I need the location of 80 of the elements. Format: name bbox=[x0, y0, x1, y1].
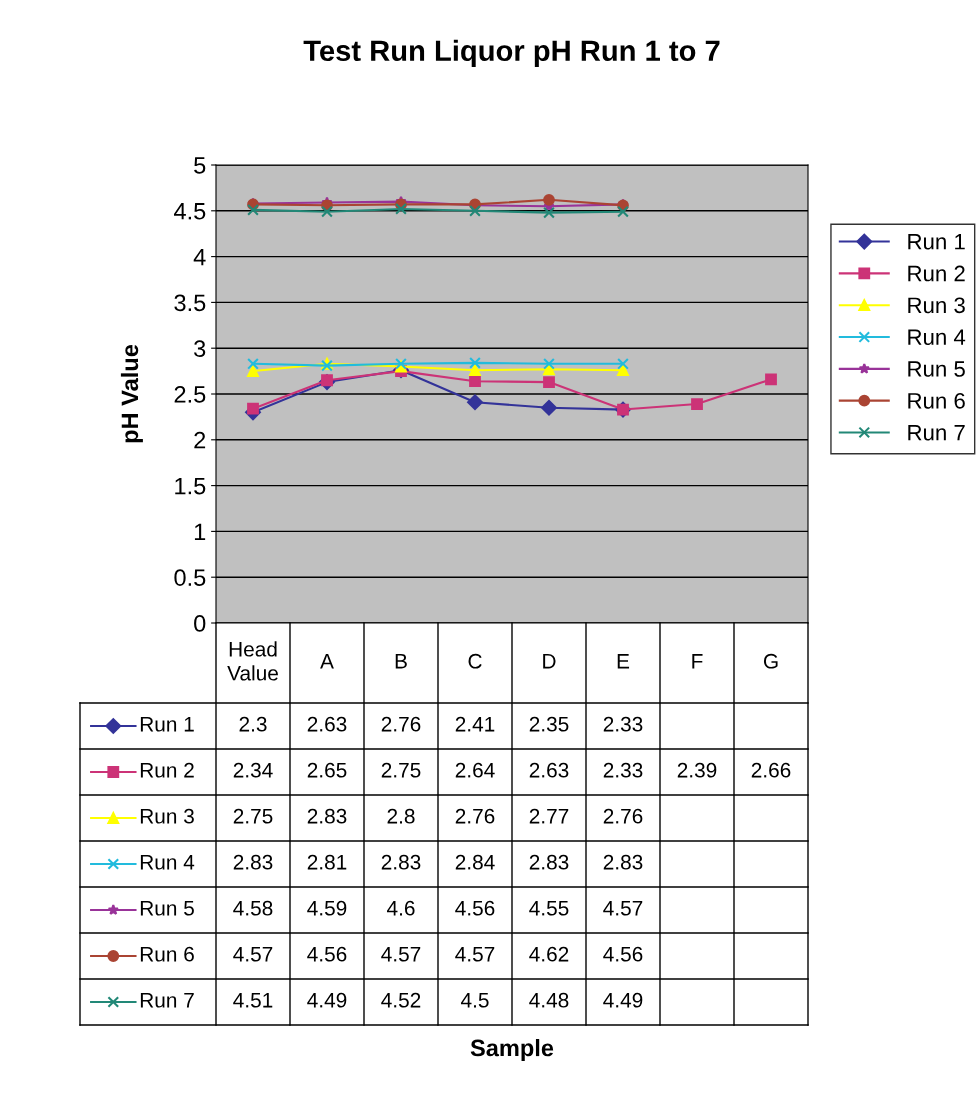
text: Run 4 bbox=[140, 855, 195, 870]
data-label: 4.48 bbox=[529, 992, 569, 1008]
data-label: 4.57 bbox=[455, 947, 495, 962]
y-tick-label: 5 bbox=[194, 157, 206, 174]
data-label: 2.84 bbox=[455, 854, 495, 870]
legend-label: Run 6 bbox=[908, 392, 965, 409]
legend-label: Run 2 bbox=[908, 265, 965, 282]
data-label: 2.83 bbox=[307, 808, 347, 824]
y-tick-label: 2.5 bbox=[174, 386, 206, 403]
data-label: 4.51 bbox=[233, 993, 273, 1008]
data-label: 2.83 bbox=[603, 854, 643, 870]
data-label: 2.64 bbox=[455, 762, 495, 778]
y-tick-label: 1.5 bbox=[175, 477, 206, 495]
legend-label: Run 3 bbox=[908, 297, 965, 314]
data-label: 2.83 bbox=[233, 854, 273, 870]
data-label: 2.3 bbox=[239, 716, 267, 732]
x-tick-label: C bbox=[468, 653, 482, 669]
data-label: 2.41 bbox=[455, 716, 495, 732]
text: Run 7 bbox=[140, 993, 194, 1008]
data-label: 2.33 bbox=[603, 716, 643, 732]
data-label: 2.34 bbox=[233, 762, 273, 778]
data-label: 2.8 bbox=[387, 808, 415, 824]
data-label: 4.57 bbox=[233, 947, 273, 962]
data-label: 2.81 bbox=[307, 854, 347, 870]
data-label: 4.55 bbox=[529, 901, 569, 916]
x-tick-label: E bbox=[617, 654, 630, 669]
x-tick-label: B bbox=[395, 654, 407, 669]
data-label: 4.62 bbox=[529, 946, 569, 962]
x-tick-label: F bbox=[692, 654, 703, 669]
text: Run 2 bbox=[140, 762, 194, 778]
y-tick-label: 1 bbox=[194, 523, 206, 540]
y-tick-label: 3.5 bbox=[174, 294, 206, 312]
chart-title: Test Run Liquor pH Run 1 to 7 bbox=[303, 39, 720, 67]
y-tick-label: 4 bbox=[193, 248, 206, 266]
data-label: 4.59 bbox=[307, 900, 347, 916]
data-label: 2.76 bbox=[381, 716, 421, 732]
data-label: 4.49 bbox=[307, 992, 347, 1008]
data-label: 4.49 bbox=[603, 992, 643, 1008]
data-label: 2.39 bbox=[677, 762, 717, 778]
legend-label: Run 4 bbox=[908, 329, 966, 346]
data-label: 2.83 bbox=[381, 854, 421, 870]
y-tick-label: 4.5 bbox=[174, 203, 206, 220]
data-label: 2.65 bbox=[307, 762, 347, 778]
data-label: 2.76 bbox=[603, 808, 643, 824]
data-label: 2.63 bbox=[529, 762, 569, 778]
data-label: 2.35 bbox=[529, 716, 569, 732]
text: Run 1 bbox=[140, 717, 194, 732]
y-tick-label: 0 bbox=[194, 615, 206, 632]
data-label: 2.63 bbox=[307, 716, 347, 732]
data-label: 4.56 bbox=[455, 900, 495, 916]
y-tick-label: 3 bbox=[194, 340, 206, 357]
text: Run 6 bbox=[140, 946, 194, 962]
data-label: 2.76 bbox=[455, 808, 495, 824]
legend-label: Run 1 bbox=[908, 234, 965, 250]
y-tick-label: 0.5 bbox=[174, 569, 206, 586]
text: Run 3 bbox=[140, 808, 194, 824]
data-label: 4.57 bbox=[603, 901, 643, 916]
x-tick-label: Head Value bbox=[227, 641, 278, 681]
text: Run 5 bbox=[140, 901, 194, 916]
data-label: 2.75 bbox=[381, 762, 421, 778]
data-label: 4.6 bbox=[387, 900, 415, 916]
data-label: 2.77 bbox=[529, 808, 569, 824]
data-label: 4.52 bbox=[381, 992, 421, 1008]
data-label: 4.5 bbox=[461, 993, 489, 1008]
y-axis-title: pH Value bbox=[120, 344, 143, 443]
data-label: 2.66 bbox=[751, 762, 791, 778]
data-label: 2.83 bbox=[529, 854, 569, 870]
data-label: 4.57 bbox=[381, 947, 421, 962]
data-label: 4.56 bbox=[603, 946, 643, 962]
data-label: 4.56 bbox=[307, 946, 347, 962]
y-tick-label: 2 bbox=[194, 431, 206, 449]
x-tick-label: G bbox=[763, 653, 778, 669]
legend-label: Run 7 bbox=[908, 424, 965, 441]
data-label: 4.58 bbox=[233, 900, 273, 916]
text: Sample bbox=[470, 1038, 554, 1062]
data-label: 2.33 bbox=[603, 762, 643, 778]
legend-label: Run 5 bbox=[908, 361, 965, 377]
x-tick-label: D bbox=[543, 654, 556, 669]
x-tick-label: A bbox=[320, 654, 334, 669]
data-label: 2.75 bbox=[233, 808, 273, 824]
